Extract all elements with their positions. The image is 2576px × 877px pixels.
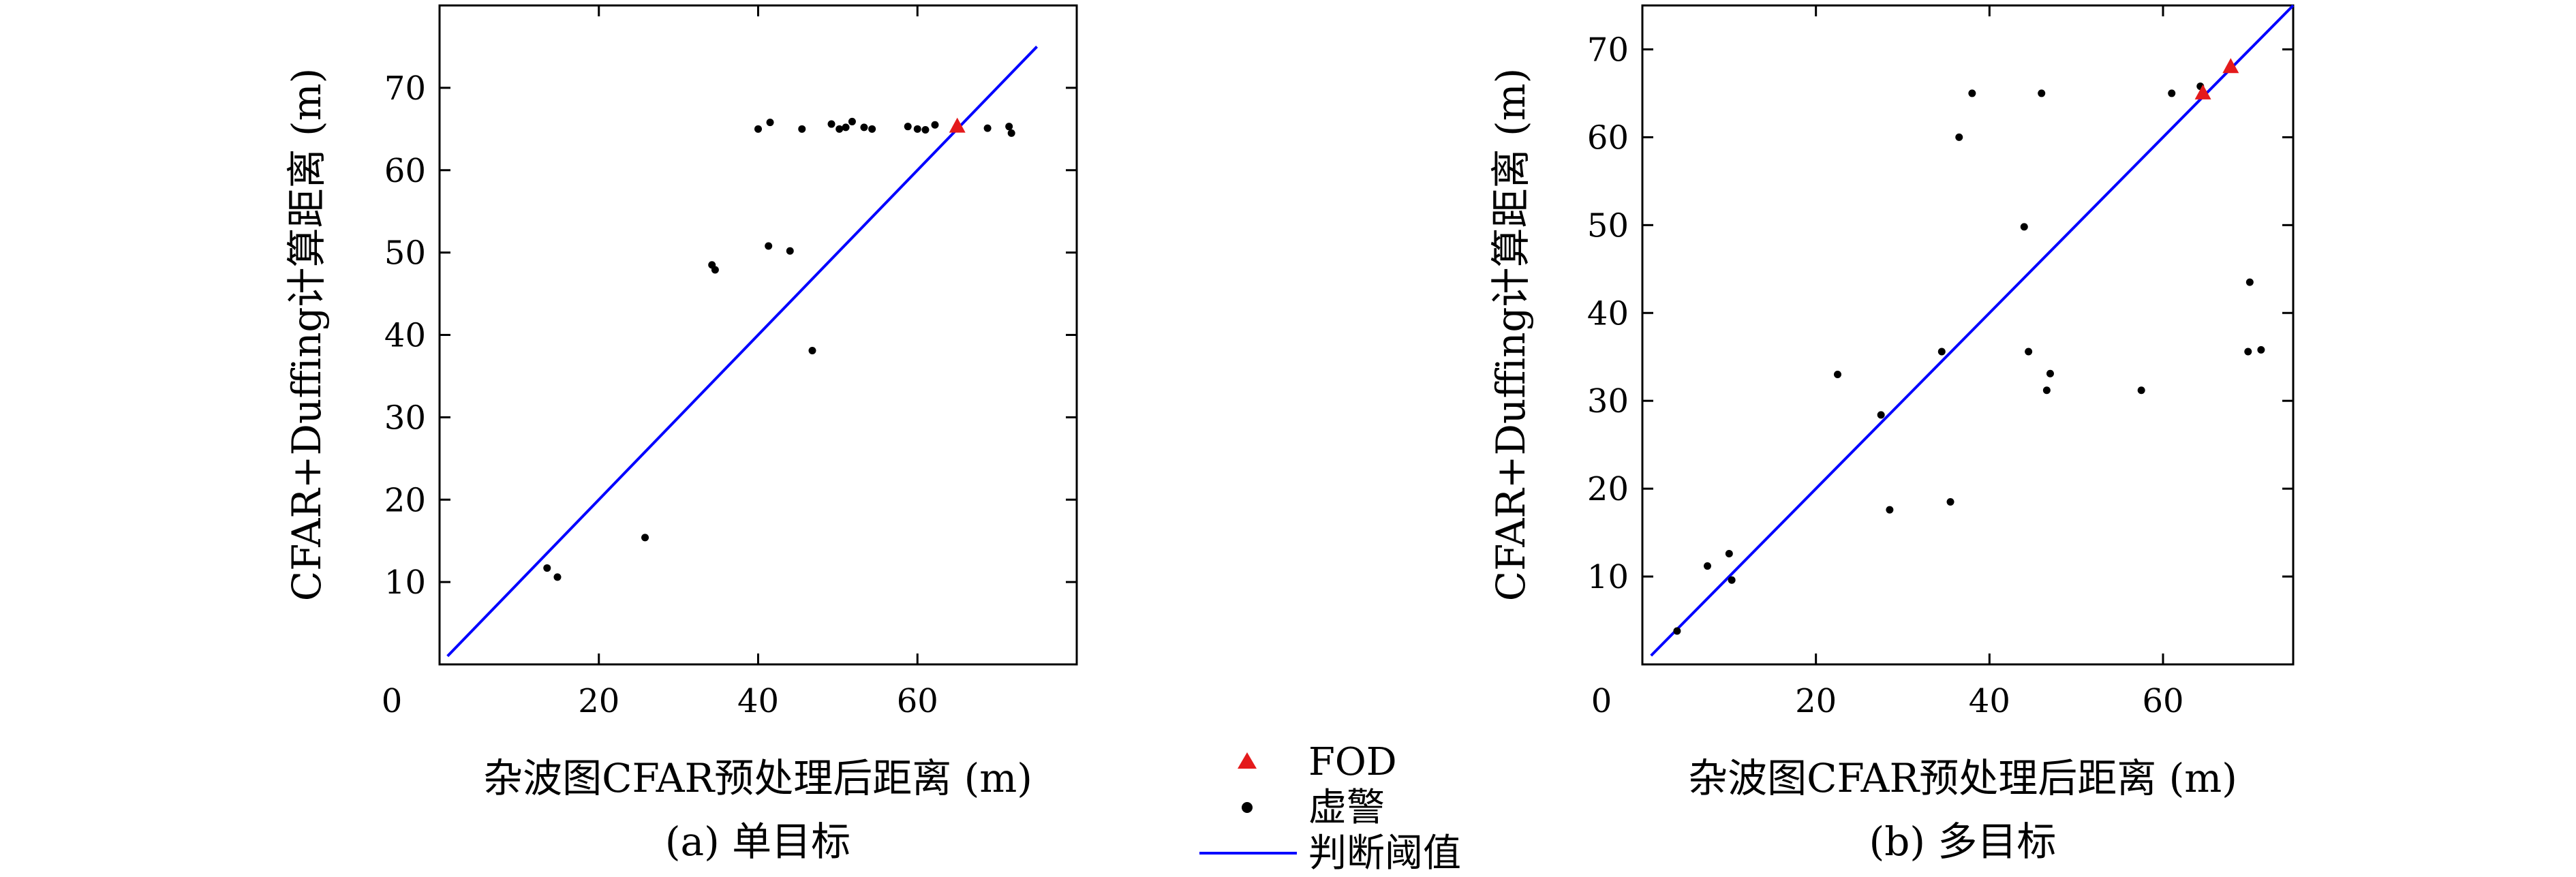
panel-a-false-alarm-point <box>835 125 844 133</box>
legend-threshold-label: 判断阈值 <box>1308 831 1461 876</box>
panel-b-false-alarm-point <box>1877 411 1885 419</box>
panel-b-x-tick-label: 20 <box>1795 682 1837 720</box>
panel-b-false-alarm-point <box>1886 506 1894 514</box>
panel-a-false-alarm-point <box>786 247 794 255</box>
panel-a-x-tick-label: 20 <box>578 682 619 720</box>
panel-a-x-tick-label: 60 <box>897 682 938 720</box>
panel-a-y-tick-label: 70 <box>384 70 426 108</box>
panel-a-false-alarm-point <box>842 123 850 132</box>
panel-a-false-alarm-point <box>765 242 773 250</box>
panel-b-x-tick-label: 0 <box>1591 682 1612 720</box>
panel-a-false-alarm-point <box>827 120 835 128</box>
panel-b-false-alarm-point <box>1955 133 1963 141</box>
panel-a-false-alarm-point <box>931 121 939 129</box>
panel-a-x-tick-label: 0 <box>382 682 403 720</box>
panel-b-false-alarm-point <box>2020 223 2028 231</box>
panel-a-false-alarm-point <box>921 126 930 134</box>
panel-a-y-tick-label: 20 <box>384 481 426 519</box>
panel-b-y-tick-label: 10 <box>1587 558 1629 596</box>
panel-a-false-alarm-point <box>983 124 992 132</box>
panel-a-y-tick-label: 60 <box>384 152 426 190</box>
panel-b-false-alarm-point <box>2168 89 2176 97</box>
panel-a-false-alarm-point <box>543 564 551 572</box>
panel-a-false-alarm-point <box>798 125 806 133</box>
panel-b-x-tick-label: 60 <box>2142 682 2183 720</box>
panel-b-false-alarm-point <box>2257 345 2265 354</box>
panel-b-fod-point <box>2194 84 2211 99</box>
legend-fod-marker <box>1238 752 1257 769</box>
panel-a-caption: (a) 单目标 <box>665 818 850 865</box>
panel-b-y-tick-label: 50 <box>1587 206 1629 245</box>
panel-a-y-tick-label: 40 <box>384 317 426 355</box>
panel-b-false-alarm-point <box>2244 348 2252 356</box>
panel-b-false-alarm-point <box>1725 550 1733 558</box>
panel-b-false-alarm-point <box>1946 497 1954 506</box>
panel-a-false-alarm-point <box>904 123 912 131</box>
panel-a-false-alarm-point <box>641 534 649 542</box>
panel-a-x-tick-label: 40 <box>737 682 779 720</box>
panel-b-false-alarm-point <box>1673 627 1681 635</box>
panel-a-false-alarm-point <box>913 125 921 133</box>
panel-b-caption: (b) 多目标 <box>1869 818 2057 865</box>
panel-b-plot-frame <box>1641 4 2295 666</box>
panel-b-xlabel: 杂波图CFAR预处理后距离 (m) <box>1688 755 2237 801</box>
panel-b-y-tick-label: 20 <box>1587 470 1629 508</box>
legend: FOD 虚警 判断阈值 <box>1199 740 1461 876</box>
panel-a-false-alarm-point <box>848 117 856 125</box>
panel-b-false-alarm-point <box>2042 386 2051 395</box>
panel-a-false-alarm-point <box>860 123 868 132</box>
panel-b-false-alarm-point <box>1968 89 1976 97</box>
panel-b-y-tick-label: 60 <box>1587 119 1629 157</box>
panel-b-false-alarm-point <box>1937 348 1946 356</box>
panel-b-y-tick-label: 30 <box>1587 382 1629 420</box>
panel-b-ylabel: CFAR+Duffing计算距离 (m) <box>1488 68 1534 602</box>
panel-a-false-alarm-point <box>711 266 719 274</box>
panel-b-false-alarm-point <box>1834 371 1841 379</box>
panel-a-y-tick-label: 30 <box>384 399 426 437</box>
panel-b-threshold-line <box>1650 4 2295 657</box>
panel-a-false-alarm-point <box>553 573 562 581</box>
panel-a-fod-point <box>949 117 966 133</box>
panel-b-fod-point <box>2222 58 2239 74</box>
panel-a-threshold-line <box>446 46 1039 658</box>
panel-b-y-tick-label: 40 <box>1587 294 1629 333</box>
legend-false-alarm-marker <box>1242 802 1253 813</box>
panel-a-false-alarm-point <box>1005 123 1013 131</box>
panel-a-false-alarm-point <box>808 346 816 354</box>
panel-b-y-tick-label: 70 <box>1587 31 1629 69</box>
panel-b-x-tick-label: 40 <box>1969 682 2010 720</box>
panel-a-y-tick-label: 50 <box>384 234 426 273</box>
legend-false-alarm-label: 虚警 <box>1308 786 1385 830</box>
panel-b-false-alarm-point <box>2025 348 2033 356</box>
panel-b-false-alarm-point <box>2038 89 2046 97</box>
panel-a-false-alarm-point <box>754 125 762 133</box>
panel-b-false-alarm-point <box>2046 369 2054 378</box>
panel-b-false-alarm-point <box>2245 278 2254 286</box>
panel-b-false-alarm-point <box>2137 386 2145 395</box>
panel-b-marks: 10 20 30 40 50 60 70 0 20 40 60 <box>1587 4 2295 720</box>
panel-a-false-alarm-point <box>766 119 774 127</box>
panel-b-false-alarm-point <box>1728 576 1736 584</box>
panel-a-false-alarm-point <box>868 125 876 133</box>
panel-a-ylabel: CFAR+Duffing计算距离 (m) <box>283 68 330 602</box>
panel-a-marks: 10 20 30 40 50 60 70 0 20 40 60 <box>382 5 1077 720</box>
panel-a-y-tick-label: 10 <box>384 564 426 602</box>
panel-a-false-alarm-point <box>1007 129 1015 137</box>
panel-a-xlabel: 杂波图CFAR预处理后距离 (m) <box>483 755 1032 801</box>
panel-b-false-alarm-point <box>1704 562 1711 570</box>
legend-fod-label: FOD <box>1308 740 1397 784</box>
